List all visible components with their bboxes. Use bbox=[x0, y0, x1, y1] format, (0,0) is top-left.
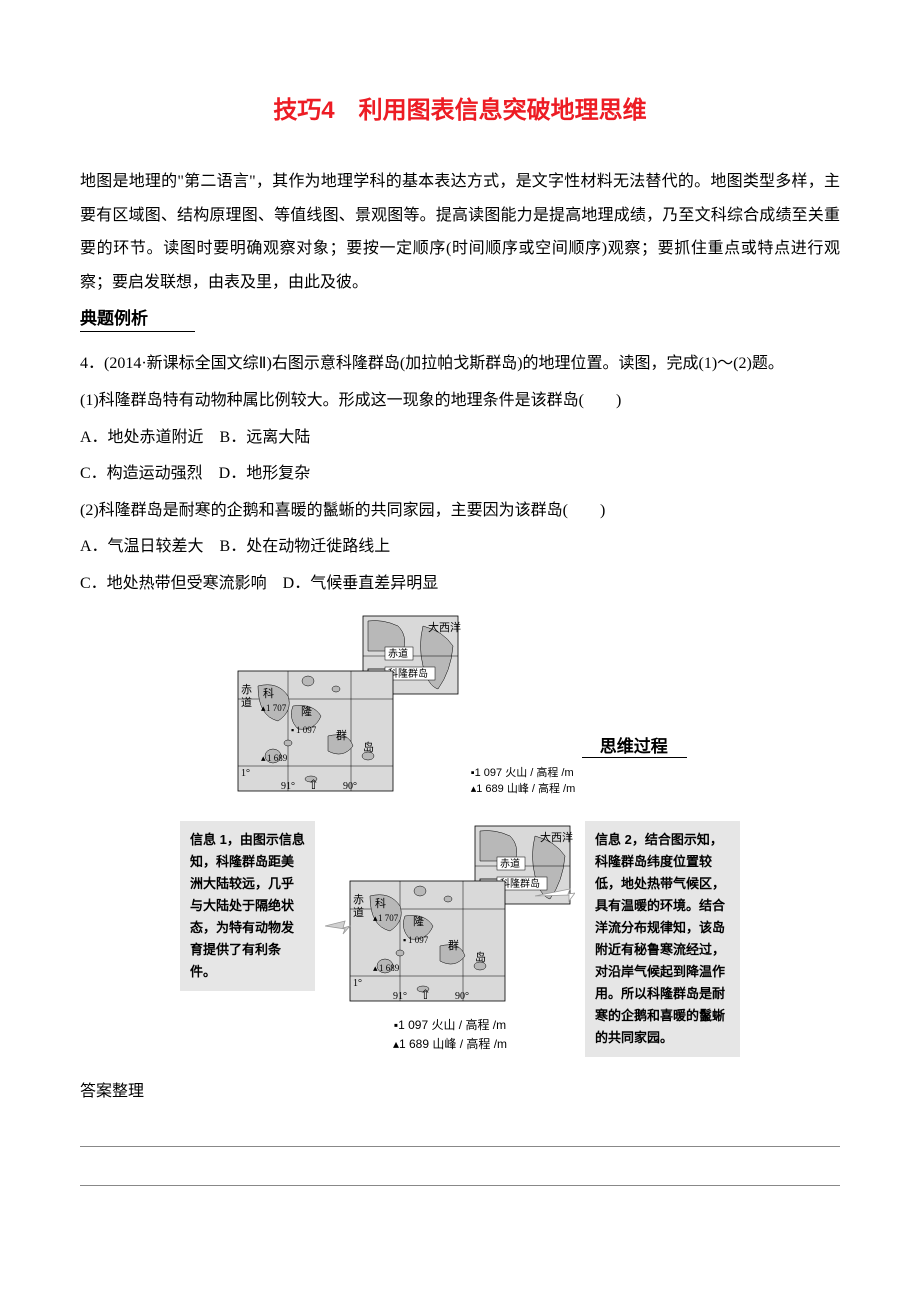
svg-text:科隆群岛: 科隆群岛 bbox=[500, 877, 540, 890]
legend-peak: ▴1 689 山峰 / 高程 /m bbox=[471, 780, 576, 796]
map-svg-1: 大西洋 赤道 科隆群岛 bbox=[233, 611, 463, 801]
svg-text:群: 群 bbox=[448, 938, 459, 952]
question-1: (1)科隆群岛特有动物种属比例较大。形成这一现象的地理条件是该群岛( ) bbox=[80, 384, 840, 418]
svg-text:91°: 91° bbox=[281, 781, 295, 792]
svg-text:⇧: ⇧ bbox=[308, 777, 319, 792]
map-svg-2: 大西洋 赤道 科隆群岛 bbox=[325, 821, 575, 1011]
svg-text:1°: 1° bbox=[353, 978, 362, 989]
svg-text:▪: ▪ bbox=[403, 935, 406, 945]
info-box-1: 信息 1，由图示信息知，科隆群岛距美洲大陆较远，几乎与大陆处于隔绝状态，为特有动… bbox=[180, 821, 315, 992]
question-1-options-cd: C．构造运动强烈 D．地形复杂 bbox=[80, 457, 840, 491]
svg-text:⇧: ⇧ bbox=[420, 987, 431, 1002]
answer-label: 答案整理 bbox=[80, 1077, 840, 1101]
legend-volcano-2: ▪1 097 火山 / 高程 /m bbox=[325, 1016, 575, 1035]
svg-text:91°: 91° bbox=[393, 991, 407, 1002]
section-underline bbox=[80, 331, 195, 332]
process-underline bbox=[582, 757, 687, 758]
svg-text:科: 科 bbox=[375, 896, 386, 910]
figure-1: 大西洋 赤道 科隆群岛 bbox=[80, 611, 840, 806]
info-box-2: 信息 2，结合图示知，科隆群岛纬度位置较低，地处热带气候区，具有温暖的环境。结合… bbox=[585, 821, 740, 1058]
svg-text:道: 道 bbox=[353, 905, 364, 919]
question-2-options-ab: A．气温日较差大 B．处在动物迁徙路线上 bbox=[80, 530, 840, 564]
svg-text:▪: ▪ bbox=[291, 725, 294, 735]
svg-text:岛: 岛 bbox=[475, 950, 486, 964]
svg-text:▴: ▴ bbox=[373, 963, 378, 973]
intro-paragraph: 地图是地理的"第二语言"，其作为地理学科的基本表达方式，是文字性材料无法替代的。… bbox=[80, 165, 840, 299]
svg-text:科: 科 bbox=[263, 686, 274, 700]
svg-text:群: 群 bbox=[336, 728, 347, 742]
svg-text:1 689: 1 689 bbox=[379, 963, 400, 973]
process-label: 思维过程 bbox=[600, 737, 668, 756]
svg-text:90°: 90° bbox=[455, 991, 469, 1002]
svg-text:1 707: 1 707 bbox=[378, 913, 399, 923]
svg-text:1 707: 1 707 bbox=[266, 703, 287, 713]
svg-text:大西洋: 大西洋 bbox=[428, 620, 461, 634]
svg-text:1 097: 1 097 bbox=[296, 725, 317, 735]
svg-text:道: 道 bbox=[241, 695, 252, 709]
legend-peak-2: ▴1 689 山峰 / 高程 /m bbox=[325, 1035, 575, 1054]
svg-text:隆: 隆 bbox=[301, 704, 312, 718]
figure-2: 信息 1，由图示信息知，科隆群岛距美洲大陆较远，几乎与大陆处于隔绝状态，为特有动… bbox=[80, 821, 840, 1058]
question-2: (2)科隆群岛是耐寒的企鹅和喜暖的鬣蜥的共同家园，主要因为该群岛( ) bbox=[80, 494, 840, 528]
svg-text:赤: 赤 bbox=[353, 893, 364, 906]
question-1-options-ab: A．地处赤道附近 B．远离大陆 bbox=[80, 421, 840, 455]
svg-text:隆: 隆 bbox=[413, 914, 424, 928]
legend-volcano: ▪1 097 火山 / 高程 /m bbox=[471, 764, 576, 780]
svg-text:科隆群岛: 科隆群岛 bbox=[388, 667, 428, 680]
question-2-options-cd: C．地处热带但受寒流影响 D．气候垂直差异明显 bbox=[80, 567, 840, 601]
svg-text:赤: 赤 bbox=[241, 683, 252, 696]
svg-text:▴: ▴ bbox=[261, 753, 266, 763]
svg-text:大西洋: 大西洋 bbox=[540, 830, 573, 844]
answer-line-2 bbox=[80, 1155, 840, 1186]
section-header: 典题例析 bbox=[80, 304, 840, 329]
svg-text:岛: 岛 bbox=[363, 740, 374, 754]
answer-line-1 bbox=[80, 1116, 840, 1147]
page-title: 技巧4 利用图表信息突破地理思维 bbox=[80, 90, 840, 125]
svg-text:赤道: 赤道 bbox=[388, 647, 408, 660]
question-stem: 4．(2014·新课标全国文综Ⅱ)右图示意科隆群岛(加拉帕戈斯群岛)的地理位置。… bbox=[80, 347, 840, 381]
svg-text:1 689: 1 689 bbox=[267, 753, 288, 763]
svg-text:90°: 90° bbox=[343, 781, 357, 792]
svg-text:1°: 1° bbox=[241, 768, 250, 779]
svg-text:赤道: 赤道 bbox=[500, 857, 520, 870]
svg-text:1 097: 1 097 bbox=[408, 935, 429, 945]
